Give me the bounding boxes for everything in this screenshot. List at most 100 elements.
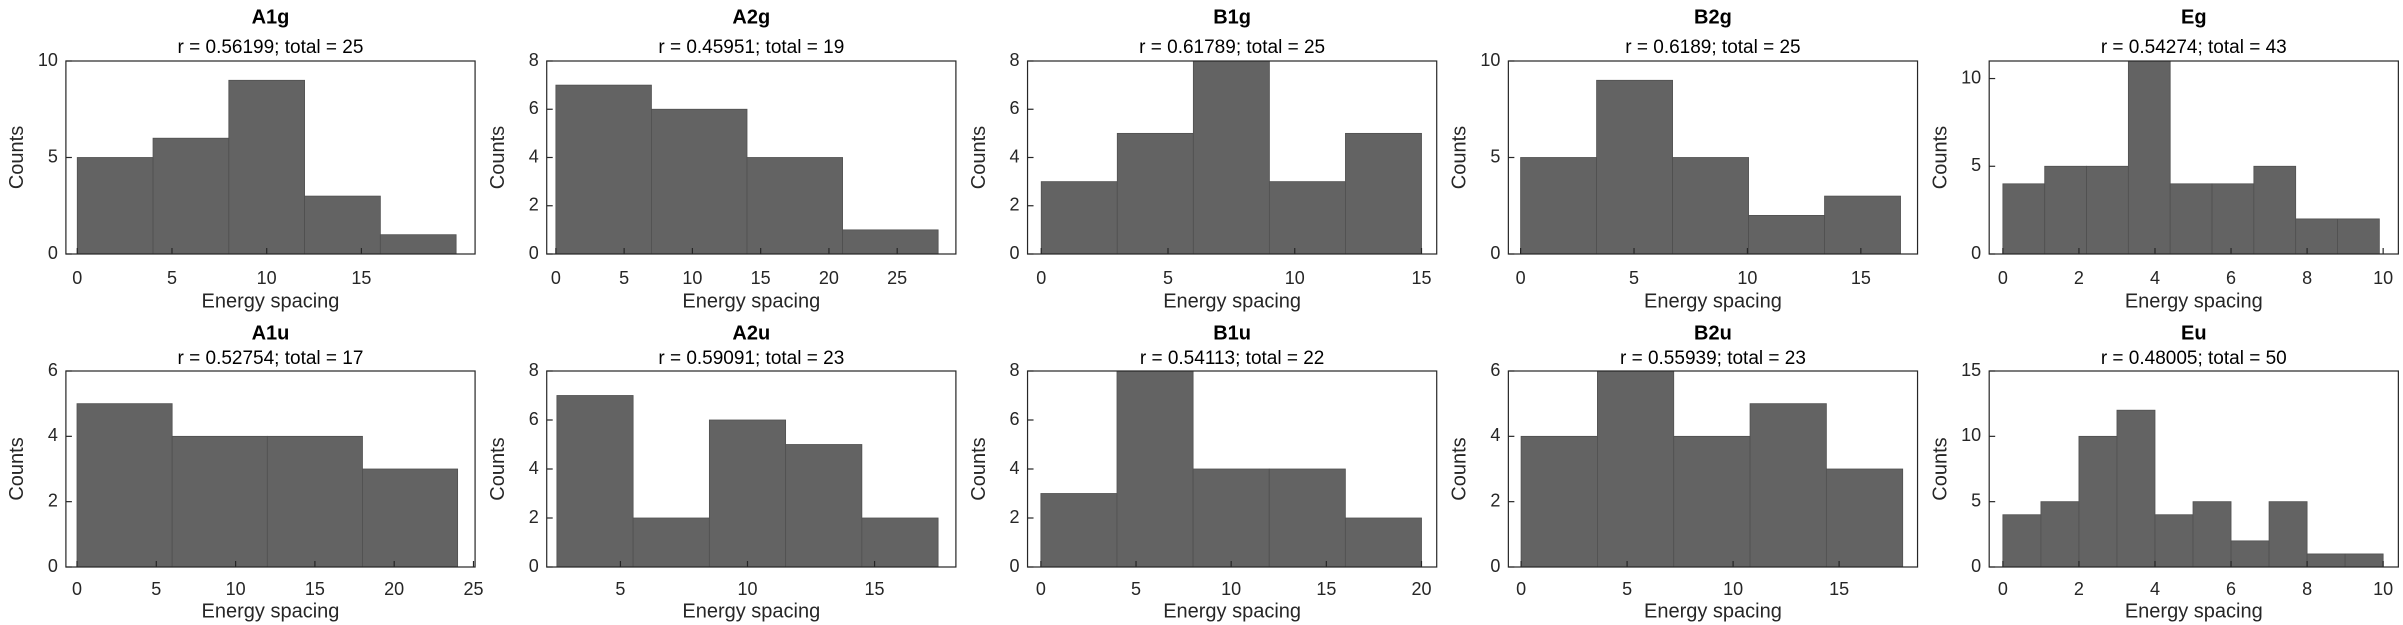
y-axis-label: Counts (1449, 437, 1471, 500)
x-tick-label: 20 (384, 579, 404, 599)
bar (1825, 468, 1904, 568)
bar (1116, 132, 1194, 255)
x-tick-label: 4 (2150, 268, 2160, 288)
x-tick-label: 2 (2074, 268, 2084, 288)
x-tick-label: 10 (1221, 579, 1241, 599)
x-tick-label: 4 (2150, 579, 2160, 599)
x-axis-label: Energy spacing (682, 600, 820, 622)
bar (1597, 370, 1675, 568)
y-tick-label: 4 (48, 425, 58, 445)
x-tick-label: 10 (737, 579, 757, 599)
bar (555, 84, 652, 255)
y-tick-label: 4 (529, 146, 539, 166)
bar (2044, 165, 2087, 255)
bar (556, 395, 634, 568)
bar (2154, 514, 2194, 568)
y-tick-label: 10 (38, 50, 58, 70)
x-tick-label: 15 (1411, 268, 1431, 288)
x-tick-label: 0 (72, 268, 82, 288)
y-tick-label: 0 (1971, 556, 1981, 576)
x-tick-label: 20 (1411, 579, 1431, 599)
y-tick-label: 5 (48, 146, 58, 166)
y-tick-label: 8 (529, 360, 539, 380)
x-axis-label: Energy spacing (202, 290, 340, 312)
y-tick-label: 2 (1010, 195, 1020, 215)
x-tick-label: 2 (2074, 579, 2084, 599)
bar (1268, 181, 1346, 255)
x-tick-label: 0 (1036, 579, 1046, 599)
bar (1596, 79, 1673, 255)
y-tick-label: 5 (1971, 490, 1981, 510)
y-axis-label: Counts (487, 126, 509, 189)
chart-title: Eu (2181, 322, 2207, 344)
bar (1672, 157, 1749, 255)
y-tick-label: 5 (1490, 146, 1500, 166)
x-axis-label: Energy spacing (1163, 290, 1301, 312)
y-tick-label: 15 (1961, 360, 1981, 380)
y-tick-label: 0 (1971, 243, 1981, 263)
x-tick-label: 25 (887, 268, 907, 288)
x-axis-label: Energy spacing (202, 600, 340, 622)
chart-subtitle: r = 0.56199; total = 25 (178, 37, 364, 58)
bar (861, 517, 939, 568)
y-tick-label: 6 (1010, 98, 1020, 118)
x-tick-label: 5 (1629, 268, 1639, 288)
x-tick-label: 10 (1737, 268, 1757, 288)
x-tick-label: 15 (1316, 579, 1336, 599)
y-tick-label: 10 (1480, 50, 1500, 70)
y-tick-label: 4 (1010, 458, 1020, 478)
y-axis-label: Counts (968, 437, 990, 500)
x-tick-label: 10 (2373, 579, 2393, 599)
x-tick-label: 0 (1998, 579, 2008, 599)
axes-box (65, 370, 476, 568)
x-tick-label: 10 (226, 579, 246, 599)
bar (2253, 165, 2297, 255)
x-axis-label: Energy spacing (1644, 290, 1782, 312)
x-tick-label: 10 (257, 268, 277, 288)
y-tick-label: 6 (1490, 360, 1500, 380)
y-tick-label: 0 (529, 243, 539, 263)
x-tick-label: 6 (2226, 579, 2236, 599)
x-tick-label: 15 (351, 268, 371, 288)
x-tick-label: 20 (819, 268, 839, 288)
bar (1748, 214, 1825, 255)
axes-box (1988, 370, 2399, 568)
bar (1520, 157, 1597, 255)
y-tick-label: 2 (529, 507, 539, 527)
bar (708, 419, 787, 568)
bar (1268, 468, 1346, 568)
bar (1824, 195, 1901, 255)
bar (2268, 501, 2308, 568)
x-tick-label: 10 (682, 268, 702, 288)
bar (2040, 501, 2080, 568)
bar (2078, 435, 2118, 568)
bar (2211, 183, 2255, 255)
y-tick-label: 0 (529, 556, 539, 576)
y-tick-label: 0 (1010, 243, 1020, 263)
chart-subtitle: r = 0.59091; total = 23 (658, 348, 844, 369)
x-tick-label: 10 (1723, 579, 1743, 599)
x-tick-label: 8 (2302, 268, 2312, 288)
y-tick-label: 2 (1010, 507, 1020, 527)
x-axis-label: Energy spacing (1644, 600, 1782, 622)
y-tick-label: 6 (529, 98, 539, 118)
bar (746, 157, 843, 255)
x-tick-label: 15 (751, 268, 771, 288)
bar (379, 234, 457, 255)
x-tick-label: 0 (551, 268, 561, 288)
chart-title: B2u (1694, 322, 1732, 344)
y-tick-label: 10 (1961, 425, 1981, 445)
y-tick-label: 8 (1010, 50, 1020, 70)
y-axis-label: Counts (6, 437, 28, 500)
bar (2127, 60, 2171, 255)
x-tick-label: 5 (1131, 579, 1141, 599)
bar (2169, 183, 2213, 255)
x-axis-label: Energy spacing (1163, 600, 1301, 622)
chart-title: A1u (252, 322, 290, 344)
bar (171, 435, 268, 568)
bar (2344, 553, 2384, 568)
x-tick-label: 0 (1516, 268, 1526, 288)
x-tick-label: 5 (1163, 268, 1173, 288)
x-axis-label: Energy spacing (2125, 290, 2263, 312)
